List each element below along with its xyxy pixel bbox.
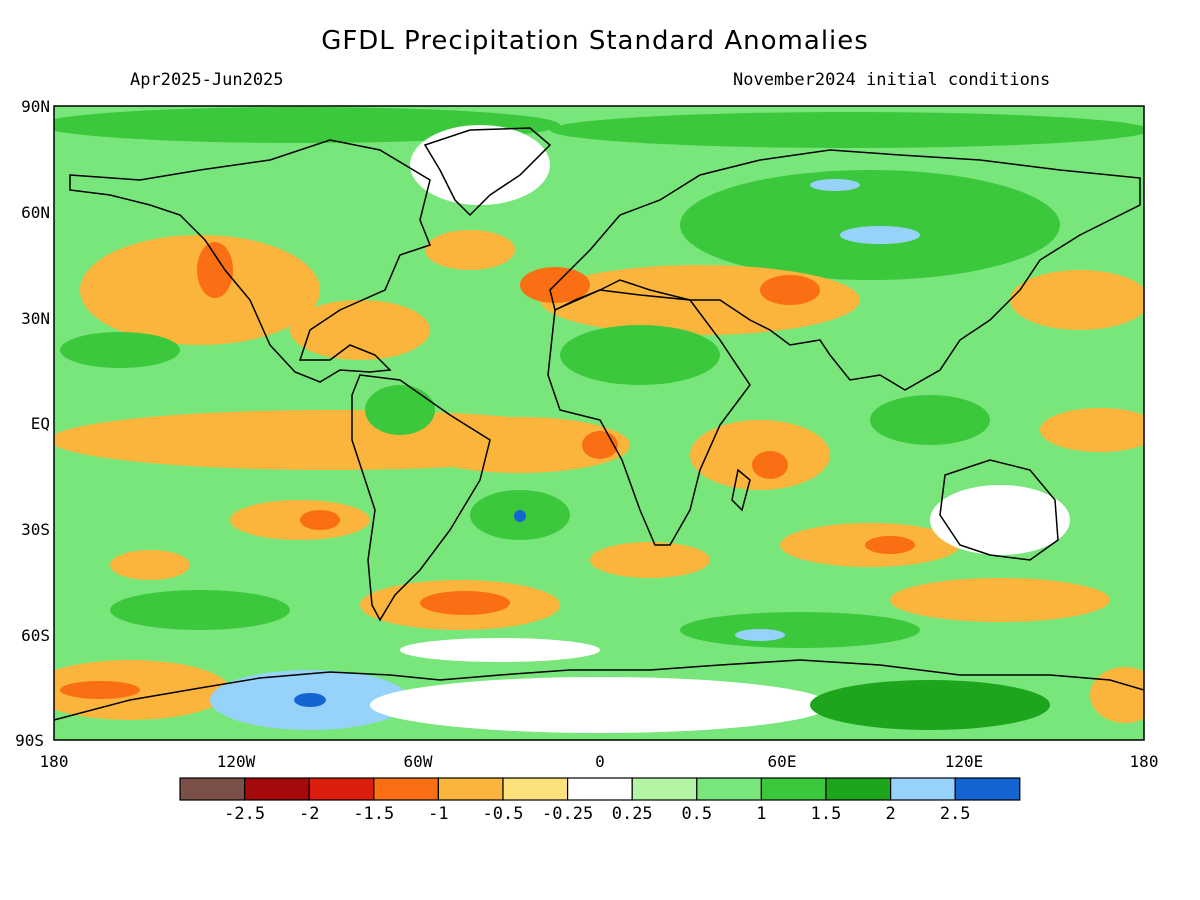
southern-ocean-wet [110, 590, 290, 630]
chart-title: GFDL Precipitation Standard Anomalies [321, 26, 869, 56]
map-frame [53, 105, 1145, 741]
amazon-wet [365, 385, 435, 435]
south-indian-very-dry [865, 536, 915, 554]
drake-neutral [400, 638, 600, 662]
siberia-extreme-wet [840, 226, 920, 244]
north-pacific-dry [80, 235, 320, 345]
colorbar-swatch [760, 777, 827, 801]
colorbar-label: 1.5 [811, 804, 842, 824]
colorbar-label: -1.5 [353, 804, 394, 824]
colorbar-label: 0.5 [681, 804, 712, 824]
north-pacific-very-dry [197, 242, 233, 298]
maritime-continent-wet [870, 395, 990, 445]
colorbar-label: -2.5 [224, 804, 265, 824]
colorbar-label: 2.5 [940, 804, 971, 824]
colorbar-swatch [566, 777, 633, 801]
colorbar-swatch [502, 777, 569, 801]
sahara-wet [560, 325, 720, 385]
indian-ocean-very-dry [752, 451, 788, 479]
coastline-madagascar [731, 468, 751, 512]
initial-conditions: November2024 initial conditions [733, 70, 1051, 90]
colorbar-swatch [373, 777, 439, 801]
gulf-dry [290, 300, 430, 360]
colorbar-swatch [631, 777, 698, 801]
coastline-antarctica [53, 659, 1145, 721]
colorbar-label: -2 [299, 804, 319, 824]
coastline-eurasia [549, 149, 1141, 391]
northwest-pacific-dry [1010, 270, 1144, 330]
colorbar-label: 1 [756, 804, 766, 824]
lon-label-120w: 120W [217, 752, 256, 771]
southern-indian-ocean-wet [680, 612, 920, 648]
forecast-period: Apr2025-Jun2025 [130, 70, 284, 90]
coastline-australia [939, 459, 1059, 561]
antarctic-peninsula-peak [294, 693, 326, 707]
colorbar-swatch [179, 777, 246, 801]
south-atlantic-storm-very-dry [420, 591, 510, 615]
north-atlantic-dry [425, 230, 515, 270]
wilkes-dry [1090, 667, 1144, 723]
lon-label-180e: 180 [1130, 752, 1159, 771]
coastline-south-america [351, 374, 491, 622]
colorbar-label: -0.25 [542, 804, 593, 824]
lat-label-60n: 60N [21, 203, 50, 222]
south-atlantic-extreme-wet [514, 510, 526, 522]
greenland-neutral [410, 125, 550, 205]
equatorial-atlantic-dry [410, 417, 630, 473]
colorbar-swatch [696, 777, 762, 801]
lat-label-90n: 90N [21, 97, 50, 116]
colorbar [179, 777, 1021, 801]
gulf-of-guinea-very-dry [582, 431, 618, 459]
colorbar-label: 2 [885, 804, 895, 824]
coastline-africa [547, 289, 751, 546]
colorbar-swatch [825, 777, 892, 801]
lon-label-180w: 180 [40, 752, 69, 771]
lat-label-60s: 60S [21, 626, 50, 645]
lat-label-90s: 90S [15, 731, 44, 750]
southwest-pacific-dry [110, 550, 190, 580]
arctic-extreme-wet [810, 179, 860, 191]
colorbar-swatch [437, 777, 504, 801]
east-antarctica-wet [810, 680, 1050, 730]
lat-label-30n: 30N [21, 309, 50, 328]
central-asia-very-dry [760, 275, 820, 305]
ross-sea-dry [54, 660, 230, 720]
lon-label-60e: 60E [768, 752, 797, 771]
colorbar-swatch [954, 777, 1021, 801]
arctic-wet-band-east [550, 112, 1144, 148]
siberia-wet [680, 170, 1060, 280]
colorbar-swatch [889, 777, 956, 801]
colorbar-swatch [244, 777, 310, 801]
lat-label-30s: 30S [21, 520, 50, 539]
colorbar-swatch [308, 777, 375, 801]
lon-label-0: 0 [595, 752, 605, 771]
lat-label-eq: EQ [31, 414, 50, 433]
coastlines [53, 127, 1145, 721]
colorbar-label: -1 [428, 804, 448, 824]
south-africa-dry [590, 542, 710, 578]
antarctica-neutral [370, 677, 830, 733]
anomaly-field [54, 106, 1144, 740]
south-pacific-very-dry [300, 510, 340, 530]
ross-sea-very-dry [60, 681, 140, 699]
lon-label-60w: 60W [404, 752, 433, 771]
colorbar-labels: -2.5 -2 -1.5 -1 -0.5 -0.25 0.25 0.5 1 1.5 2 2.5 [224, 804, 970, 824]
east-pacific-wet [60, 332, 180, 368]
lon-label-120e: 120E [945, 752, 984, 771]
coastline-greenland [423, 127, 552, 217]
arctic-wet-band [54, 107, 560, 143]
southern-ocean-extreme-wet [735, 629, 785, 641]
coastline-north-america [69, 139, 431, 383]
colorbar-label: 0.25 [612, 804, 653, 824]
australia-neutral [930, 485, 1070, 555]
west-pacific-dry [1040, 408, 1144, 452]
southern-pacific-dry [890, 578, 1110, 622]
colorbar-label: -0.5 [483, 804, 524, 824]
